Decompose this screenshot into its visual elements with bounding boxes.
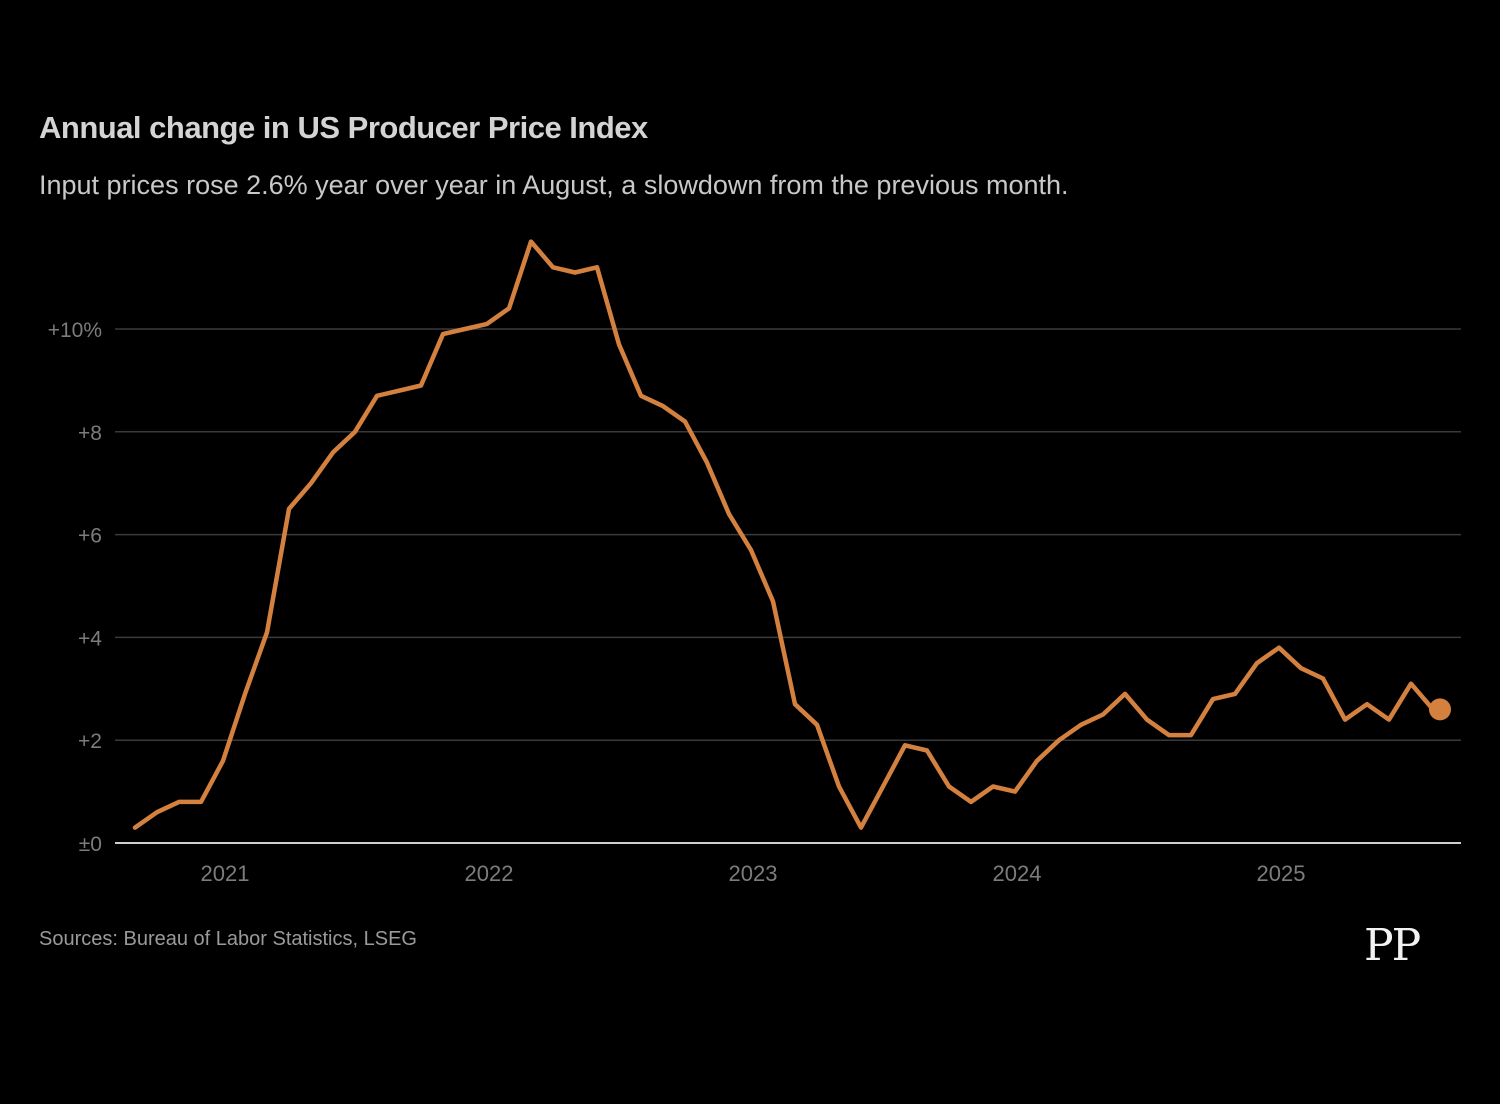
x-tick-label: 2022 — [465, 861, 514, 886]
series-line — [132, 239, 1436, 830]
y-tick-label: +4 — [78, 627, 102, 650]
x-tick-label: 2025 — [1257, 861, 1306, 886]
chart-title: Annual change in US Producer Price Index — [39, 110, 648, 145]
x-tick-label: 2024 — [993, 861, 1042, 886]
latest-value-marker — [1429, 698, 1451, 721]
x-tick-label: 2021 — [201, 861, 250, 886]
gridlines — [115, 328, 1461, 844]
series-layer — [132, 239, 1451, 830]
source-note: Sources: Bureau of Labor Statistics, LSE… — [39, 928, 417, 950]
y-tick-label: +6 — [78, 525, 102, 548]
x-axis-ticks: 2021 2022 2023 2024 2025 — [201, 861, 1306, 886]
y-tick-label: +8 — [78, 422, 102, 445]
y-tick-label: ±0 — [79, 833, 102, 856]
y-axis-ticks: ±0 +2 +4 +6 +8 +10% — [48, 319, 103, 856]
y-tick-label: +10% — [48, 319, 102, 342]
publisher-logo: PP — [1364, 920, 1421, 971]
x-tick-label: 2023 — [729, 861, 778, 886]
y-tick-label: +2 — [78, 730, 102, 753]
chart-subtitle: Input prices rose 2.6% year over year in… — [39, 170, 1069, 200]
